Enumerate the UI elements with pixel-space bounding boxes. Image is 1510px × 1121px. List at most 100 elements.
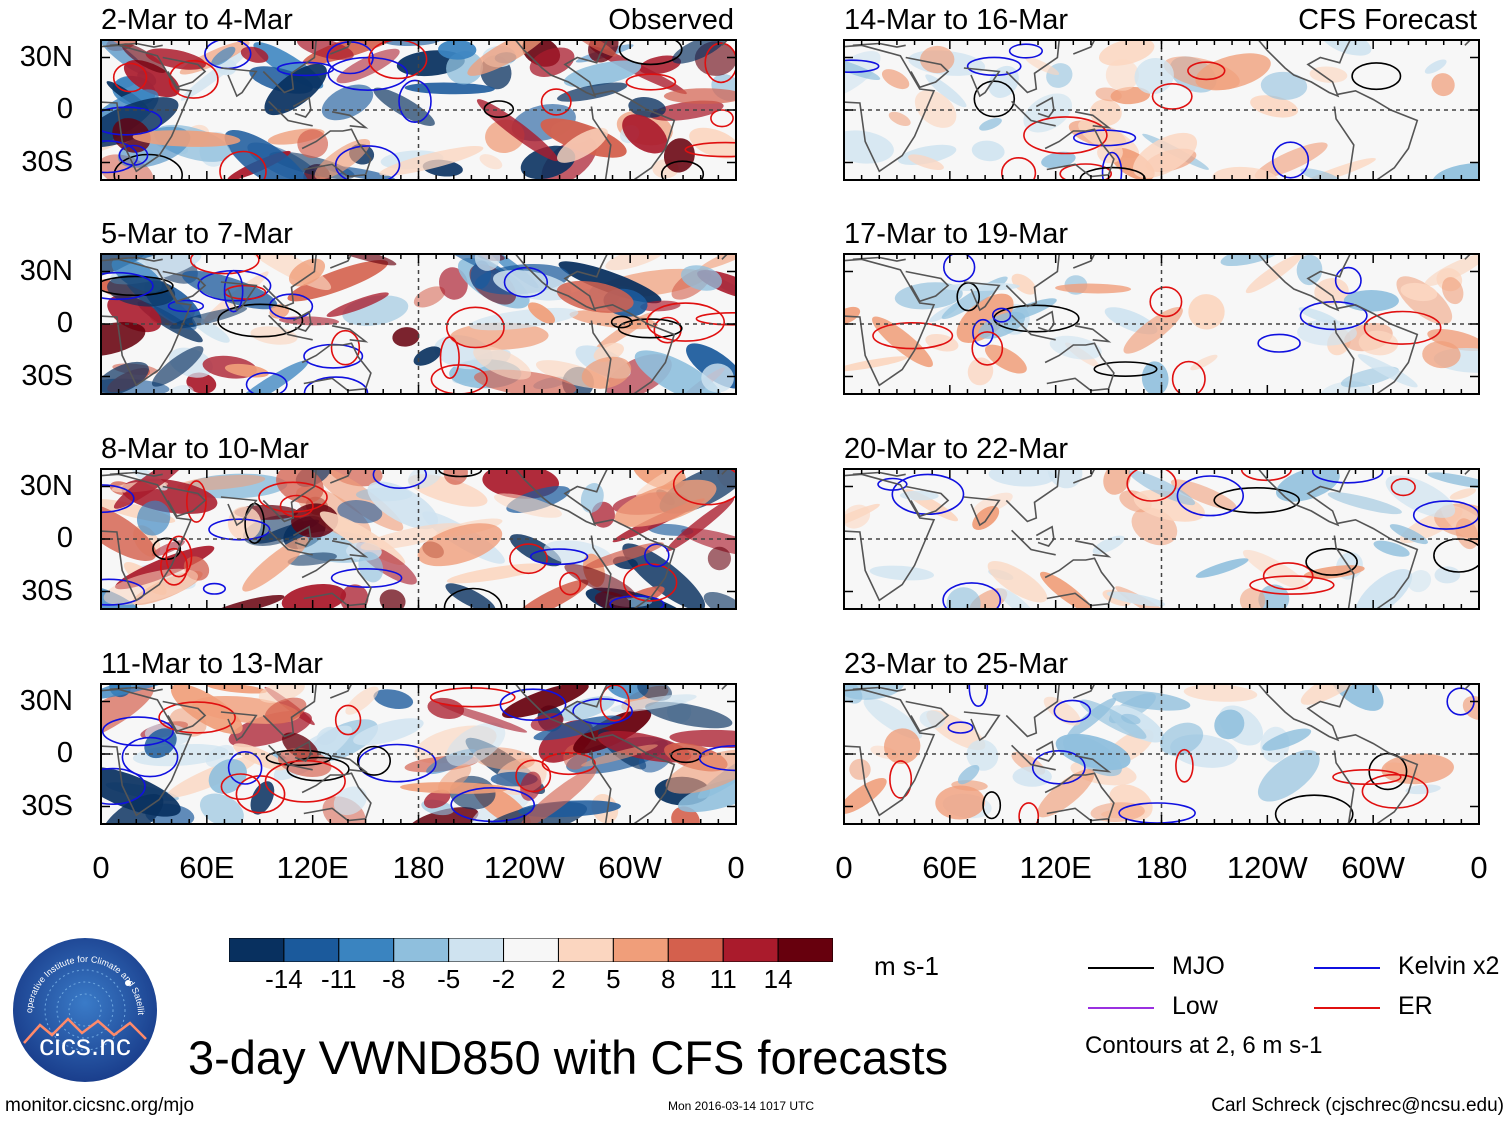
x-tick-label: 120E: [1019, 850, 1092, 885]
colorbar-cell: [393, 937, 450, 963]
panel-title: 5-Mar to 7-Mar: [101, 218, 293, 250]
wind-field: [843, 468, 1480, 610]
main-title: 3-day VWND850 with CFS forecasts: [188, 1031, 949, 1084]
colorbar-cell: [722, 937, 779, 963]
x-tick-label: 60E: [179, 850, 235, 885]
colorbar-cell: [503, 937, 559, 963]
wind-field: [100, 39, 737, 181]
y-tick-label: 30S: [21, 574, 73, 607]
map-panel-7: [843, 468, 1480, 610]
colorbar-cell: [228, 937, 285, 963]
x-tick-label: 0: [835, 850, 853, 885]
colorbar-tick-label: -11: [320, 964, 357, 994]
y-tick-label: 30N: [19, 469, 73, 502]
contours: [843, 43, 1402, 181]
map-panel-3: [100, 468, 737, 610]
colorbar-cell: [338, 937, 395, 963]
x-tick-label: 60W: [598, 850, 663, 885]
contours: [100, 684, 737, 823]
colorbar: [228, 937, 834, 963]
panel-title: 20-Mar to 22-Mar: [844, 433, 1069, 465]
x-tick-label: 0: [727, 850, 745, 885]
legend-label: Kelvin x2: [1398, 952, 1500, 980]
legend-swatch-low: [1088, 1007, 1154, 1009]
contours: [889, 683, 1475, 825]
column-label: Observed: [608, 4, 734, 36]
y-tick-label: 0: [56, 93, 73, 125]
contours: [877, 468, 1480, 610]
y-tick-label: 30N: [19, 254, 73, 287]
y-tick-label: 30N: [19, 40, 73, 73]
colorbar-tick-label: -14: [265, 964, 303, 994]
panel-title: 17-Mar to 19-Mar: [844, 218, 1069, 250]
map-panel-1: [100, 39, 737, 181]
y-tick-label: 0: [56, 307, 73, 339]
legend-swatch-mjo: [1088, 967, 1154, 969]
wind-field: [843, 39, 1480, 181]
map-panel-5: [843, 39, 1480, 181]
panel-title: 2-Mar to 4-Mar: [101, 4, 293, 36]
y-tick-label: 30N: [19, 684, 73, 717]
x-tick-label: 120W: [1226, 850, 1308, 885]
wind-field: [843, 253, 1480, 395]
x-tick-label: 120W: [483, 850, 565, 885]
wind-field: [100, 683, 737, 825]
colorbar-tick-label: -2: [491, 964, 516, 994]
x-tick-label: 180: [392, 850, 445, 885]
y-tick-label: 0: [56, 737, 73, 769]
column-label: CFS Forecast: [1298, 4, 1477, 36]
y-tick-label: 30S: [21, 145, 73, 178]
legend-label: ER: [1398, 992, 1433, 1020]
coastlines: [100, 683, 728, 825]
colorbar-tick-label: 8: [661, 964, 676, 994]
x-tick-label: 60E: [922, 850, 978, 885]
contours: [100, 468, 737, 610]
colorbar-tick-label: -5: [437, 964, 461, 994]
cics-logo-graphic: Cooperative Institute for Climate and Sa…: [7, 927, 157, 1082]
x-tick-label: 0: [92, 850, 110, 885]
panel-title: 23-Mar to 25-Mar: [844, 648, 1069, 680]
panel-title: 8-Mar to 10-Mar: [101, 433, 309, 465]
wind-field: [100, 468, 737, 610]
colorbar-cell: [557, 937, 614, 963]
x-tick-label: 120E: [276, 850, 349, 885]
x-tick-label: 60W: [1341, 850, 1406, 885]
colorbar-tick-label: 2: [551, 964, 566, 994]
colorbar-tick-label: -8: [382, 964, 406, 994]
footer-url: monitor.cicsnc.org/mjo: [5, 1095, 195, 1116]
colorbar-cell: [612, 937, 669, 963]
legend-swatch-er: [1314, 1007, 1380, 1009]
contours: [100, 253, 737, 395]
contours: [872, 253, 1442, 395]
wind-field: [100, 253, 737, 395]
coastlines: [100, 39, 728, 181]
colorbar-cell: [777, 937, 834, 963]
coastlines: [100, 253, 728, 395]
map-panel-6: [843, 253, 1480, 395]
colorbar-swatches: [228, 937, 834, 963]
panel-title: 14-Mar to 16-Mar: [844, 4, 1069, 36]
x-tick-label: 180: [1135, 850, 1188, 885]
panel-title: 11-Mar to 13-Mar: [101, 648, 323, 680]
map-panel-2: [100, 253, 737, 395]
contour-note: Contours at 2, 6 m s-1: [1085, 1032, 1323, 1059]
coastlines: [100, 468, 728, 610]
colorbar-tick-label: 11: [709, 964, 737, 994]
x-tick-label: 0: [1470, 850, 1488, 885]
coastlines: [843, 39, 1471, 181]
colorbar-cell: [667, 937, 724, 963]
colorbar-cell: [448, 937, 505, 963]
legend-label: Low: [1172, 992, 1218, 1020]
cics-logo: Cooperative Institute for Climate and Sa…: [7, 927, 160, 1085]
logo-text: cics.nc: [39, 1029, 131, 1062]
legend-swatch-kelvin-x2: [1314, 967, 1380, 969]
colorbar-cell: [283, 937, 340, 963]
footer-author: Carl Schreck (cjschrec@ncsu.edu): [1211, 1095, 1504, 1116]
footer-timestamp: Mon 2016-03-14 1017 UTC: [668, 1099, 815, 1113]
y-tick-label: 30S: [21, 789, 73, 822]
y-tick-label: 0: [56, 522, 73, 554]
coastlines: [843, 468, 1471, 610]
map-panel-4: [100, 683, 737, 825]
map-panel-8: [843, 683, 1480, 825]
legend-label: MJO: [1172, 952, 1225, 980]
